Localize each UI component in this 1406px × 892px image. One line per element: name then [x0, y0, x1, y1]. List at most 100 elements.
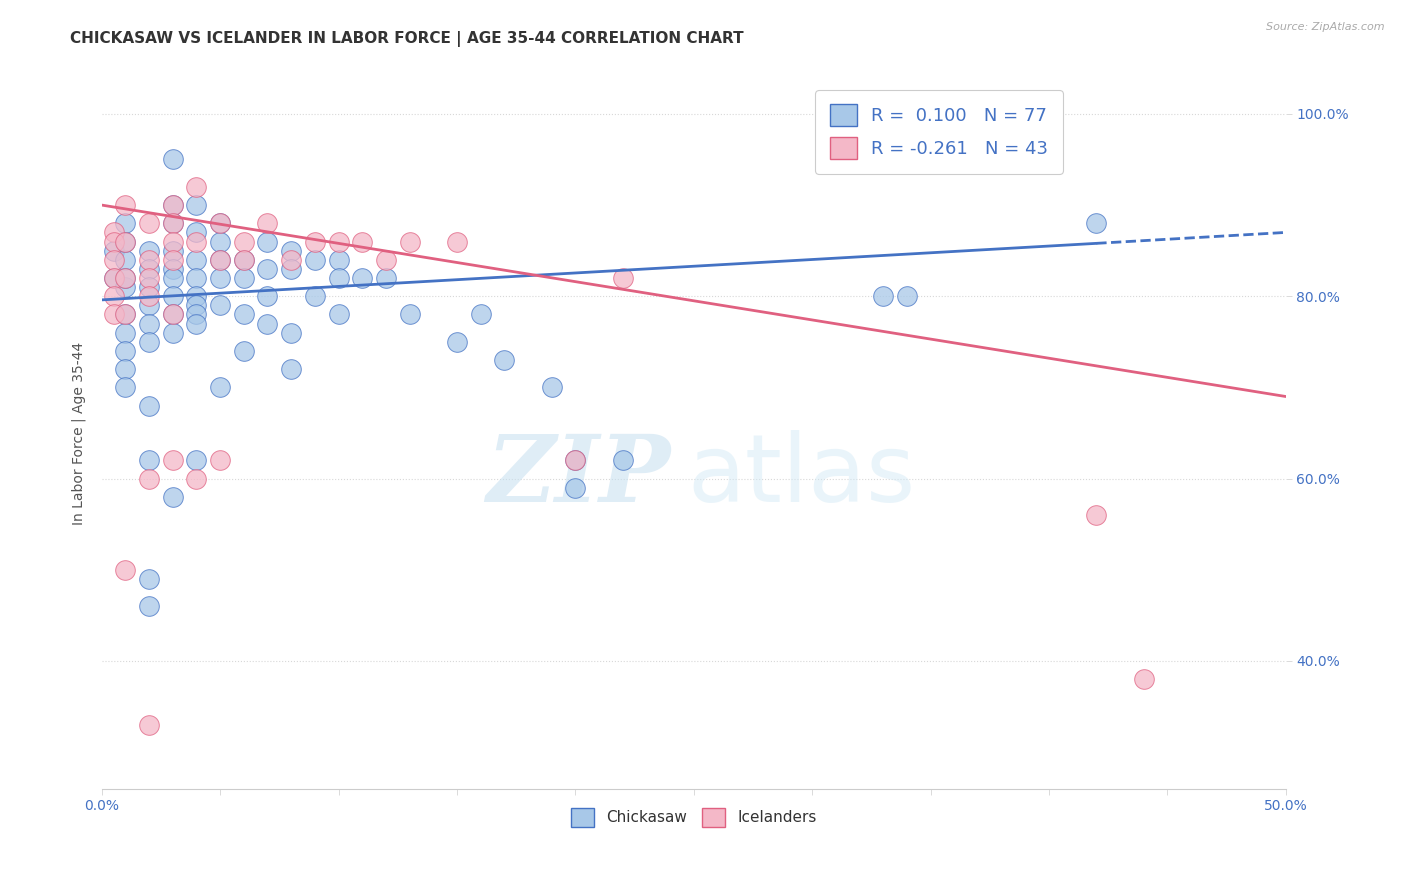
Point — [612, 271, 634, 285]
Point — [256, 216, 278, 230]
Point — [114, 235, 136, 249]
Point — [162, 198, 184, 212]
Point — [209, 380, 232, 394]
Point — [209, 271, 232, 285]
Point — [114, 235, 136, 249]
Point — [446, 334, 468, 349]
Point — [256, 235, 278, 249]
Point — [103, 252, 125, 267]
Point — [114, 280, 136, 294]
Point — [186, 271, 208, 285]
Point — [1132, 672, 1154, 686]
Point — [304, 289, 326, 303]
Point — [398, 235, 420, 249]
Point — [280, 261, 302, 276]
Point — [209, 235, 232, 249]
Point — [114, 362, 136, 376]
Point — [280, 362, 302, 376]
Point — [564, 453, 586, 467]
Point — [162, 261, 184, 276]
Point — [114, 198, 136, 212]
Point — [186, 453, 208, 467]
Point — [162, 308, 184, 322]
Point — [186, 298, 208, 312]
Point — [114, 308, 136, 322]
Point — [232, 308, 254, 322]
Point — [232, 343, 254, 358]
Point — [209, 298, 232, 312]
Point — [872, 289, 894, 303]
Point — [186, 289, 208, 303]
Point — [470, 308, 492, 322]
Point — [186, 179, 208, 194]
Point — [114, 216, 136, 230]
Point — [209, 453, 232, 467]
Point — [1085, 508, 1108, 522]
Point — [138, 289, 160, 303]
Point — [162, 252, 184, 267]
Point — [304, 235, 326, 249]
Point — [232, 252, 254, 267]
Point — [186, 226, 208, 240]
Point — [232, 271, 254, 285]
Point — [114, 271, 136, 285]
Point — [328, 271, 350, 285]
Text: Source: ZipAtlas.com: Source: ZipAtlas.com — [1267, 22, 1385, 32]
Point — [162, 289, 184, 303]
Text: CHICKASAW VS ICELANDER IN LABOR FORCE | AGE 35-44 CORRELATION CHART: CHICKASAW VS ICELANDER IN LABOR FORCE | … — [70, 31, 744, 47]
Point — [328, 308, 350, 322]
Point — [138, 317, 160, 331]
Point — [209, 252, 232, 267]
Point — [186, 317, 208, 331]
Point — [103, 271, 125, 285]
Text: atlas: atlas — [688, 430, 917, 522]
Point — [352, 235, 374, 249]
Point — [138, 252, 160, 267]
Point — [114, 308, 136, 322]
Point — [114, 380, 136, 394]
Point — [564, 453, 586, 467]
Point — [280, 326, 302, 340]
Point — [612, 453, 634, 467]
Point — [138, 572, 160, 586]
Point — [186, 472, 208, 486]
Point — [540, 380, 562, 394]
Point — [186, 308, 208, 322]
Point — [138, 244, 160, 258]
Point — [374, 252, 396, 267]
Point — [186, 235, 208, 249]
Point — [114, 252, 136, 267]
Point — [564, 481, 586, 495]
Point — [232, 235, 254, 249]
Point — [103, 235, 125, 249]
Point — [494, 353, 516, 368]
Point — [162, 453, 184, 467]
Point — [398, 308, 420, 322]
Point — [138, 271, 160, 285]
Point — [138, 261, 160, 276]
Point — [103, 226, 125, 240]
Point — [138, 298, 160, 312]
Point — [138, 472, 160, 486]
Point — [186, 198, 208, 212]
Point — [162, 216, 184, 230]
Point — [186, 252, 208, 267]
Point — [374, 271, 396, 285]
Point — [162, 216, 184, 230]
Point — [304, 252, 326, 267]
Point — [138, 453, 160, 467]
Point — [280, 252, 302, 267]
Point — [138, 216, 160, 230]
Legend: Chickasaw, Icelanders: Chickasaw, Icelanders — [564, 800, 824, 834]
Point — [162, 308, 184, 322]
Point — [446, 235, 468, 249]
Point — [138, 280, 160, 294]
Point — [114, 271, 136, 285]
Point — [209, 216, 232, 230]
Point — [256, 289, 278, 303]
Point — [162, 244, 184, 258]
Point — [103, 308, 125, 322]
Point — [896, 289, 918, 303]
Point — [232, 252, 254, 267]
Y-axis label: In Labor Force | Age 35-44: In Labor Force | Age 35-44 — [72, 342, 86, 524]
